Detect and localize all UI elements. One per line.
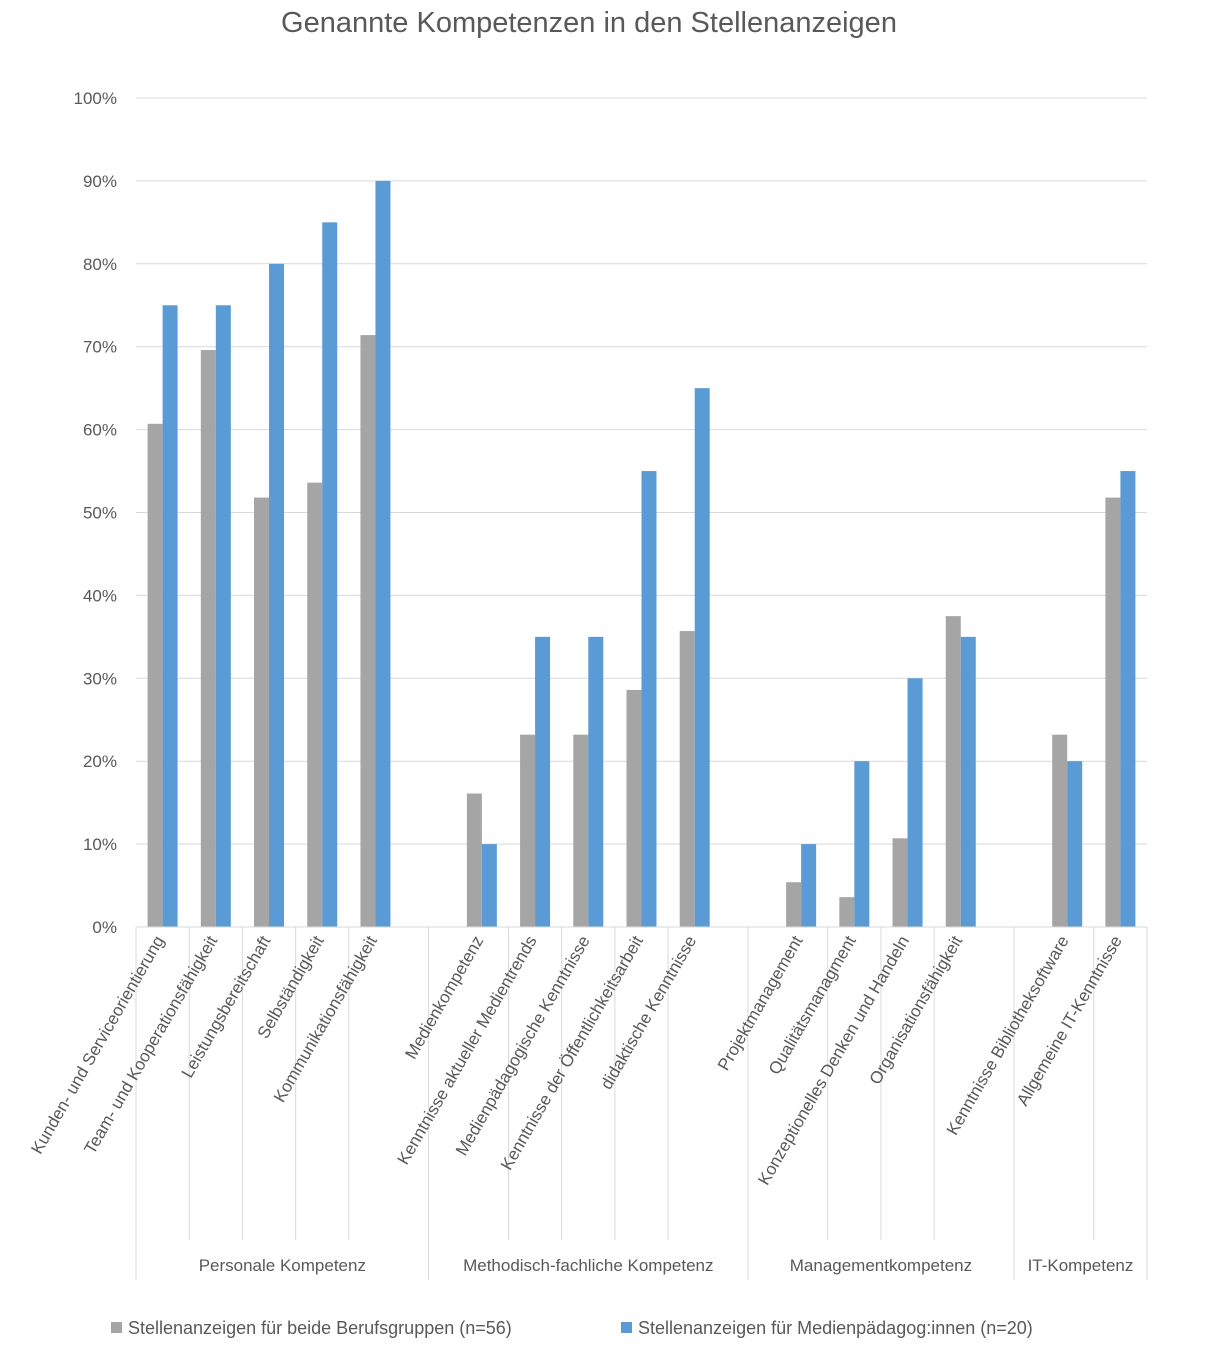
- category-label: Kommunikationsfähigkeit: [270, 932, 381, 1105]
- bar-series-2: [694, 388, 710, 927]
- y-tick-label: 90%: [83, 172, 117, 191]
- bar-series-2: [375, 180, 391, 927]
- legend-label-series-2: Stellenanzeigen für Medienpädagog:innen …: [638, 1318, 1033, 1338]
- group-label: IT-Kompetenz: [1028, 1256, 1134, 1275]
- bar-series-1: [254, 497, 270, 927]
- y-tick-label: 50%: [83, 504, 117, 523]
- y-tick-label: 40%: [83, 586, 117, 605]
- bar-series-1: [1052, 734, 1068, 927]
- bar-series-1: [200, 350, 216, 927]
- bar-series-2: [322, 222, 338, 928]
- x-axis: [135, 926, 1148, 1280]
- group-labels: Personale Kompetenz Methodisch-fachliche …: [199, 1256, 1134, 1275]
- y-tick-label: 60%: [83, 421, 117, 440]
- y-tick-label: 0%: [92, 918, 117, 937]
- bar-series-2: [269, 263, 285, 927]
- bar-series-1: [892, 838, 908, 927]
- bars: [147, 180, 1136, 928]
- bar-series-2: [481, 844, 497, 927]
- y-tick-label: 10%: [83, 835, 117, 854]
- group-label: Personale Kompetenz: [199, 1256, 366, 1275]
- group-label: Methodisch-fachliche Kompetenz: [463, 1256, 713, 1275]
- bar-series-2: [588, 636, 604, 927]
- y-tick-label: 100%: [74, 89, 117, 108]
- bar-series-2: [162, 305, 178, 927]
- bar-series-2: [215, 305, 231, 927]
- bar-series-1: [360, 335, 376, 927]
- bar-series-2: [641, 471, 657, 927]
- bar-series-2: [1120, 471, 1136, 927]
- bar-series-1: [147, 423, 163, 927]
- bar-series-2: [801, 844, 817, 927]
- y-tick-label: 70%: [83, 338, 117, 357]
- y-axis-ticks: 0% 10% 20% 30% 40% 50% 60% 70% 80% 90% 100%: [74, 89, 117, 937]
- category-label: Allgemeine IT-Kenntnisse: [1013, 933, 1126, 1109]
- bar-series-1: [626, 689, 642, 927]
- bar-series-2: [1067, 761, 1083, 927]
- bar-series-2: [854, 761, 870, 927]
- bar-series-1: [466, 793, 482, 927]
- legend: Stellenanzeigen für beide Berufsgruppen …: [111, 1318, 1033, 1338]
- legend-label-series-1: Stellenanzeigen für beide Berufsgruppen …: [128, 1318, 512, 1338]
- legend-swatch-series-1: [111, 1322, 122, 1333]
- y-tick-label: 80%: [83, 255, 117, 274]
- bar-series-2: [907, 678, 923, 927]
- y-tick-label: 20%: [83, 752, 117, 771]
- bar-series-1: [679, 631, 695, 927]
- y-tick-label: 30%: [83, 669, 117, 688]
- bar-series-1: [839, 897, 855, 927]
- bar-series-1: [307, 482, 323, 927]
- bar-series-2: [960, 636, 976, 927]
- bar-series-1: [786, 882, 802, 927]
- category-label: didaktische Kenntnisse: [597, 933, 700, 1093]
- legend-swatch-series-2: [621, 1322, 632, 1333]
- bar-series-1: [520, 734, 536, 927]
- bar-series-1: [1105, 497, 1121, 927]
- bar-series-1: [573, 734, 589, 927]
- group-label: Managementkompetenz: [790, 1256, 972, 1275]
- bar-series-2: [535, 636, 551, 927]
- bar-series-1: [945, 616, 961, 927]
- chart-title: Genannte Kompetenzen in den Stellenanzei…: [281, 7, 897, 39]
